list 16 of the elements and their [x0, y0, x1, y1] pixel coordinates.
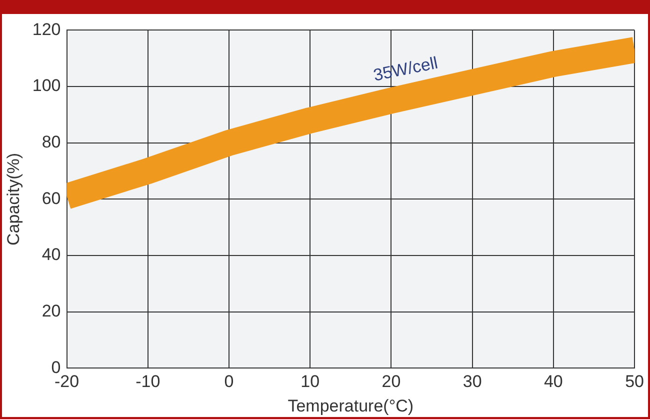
x-axis-title: Temperature(°C)	[288, 396, 414, 416]
y-tick-label: 40	[42, 245, 61, 264]
x-tick-label: 40	[544, 372, 563, 392]
y-tick-label: 120	[32, 20, 61, 39]
y-axis-title: Capacity(%)	[4, 152, 23, 246]
x-tick-label: 50	[625, 372, 644, 392]
x-tick-label: 30	[462, 372, 482, 392]
annotation: 35W/cell	[372, 53, 440, 85]
y-tick-label: 60	[42, 188, 61, 208]
y-tick-label: 100	[32, 76, 61, 96]
x-tick-label: 0	[224, 372, 234, 392]
y-tick-label: 80	[42, 132, 61, 152]
y-tick-label: 20	[42, 302, 61, 321]
x-tick-label: 20	[382, 372, 401, 392]
x-tick-label: -10	[136, 372, 160, 392]
x-tick-label: 10	[300, 372, 320, 392]
